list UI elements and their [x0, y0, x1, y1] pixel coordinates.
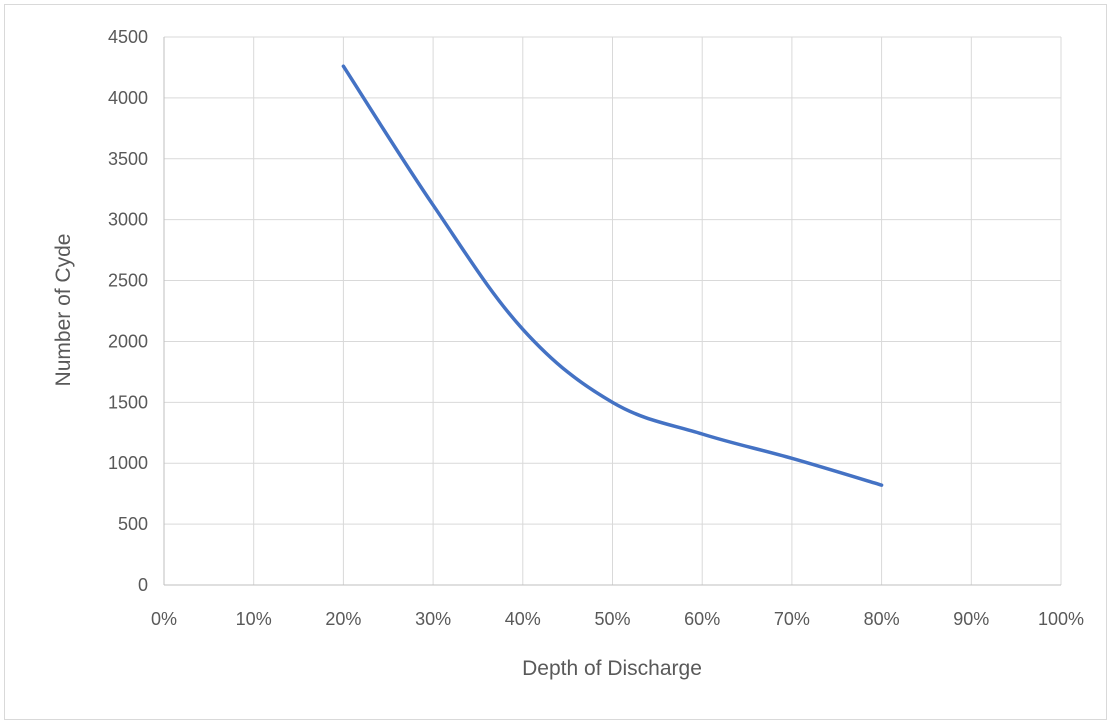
x-tick-label: 10%	[236, 609, 272, 629]
y-tick-label: 2000	[108, 331, 148, 351]
x-axis-title: Depth of Discharge	[522, 657, 702, 680]
y-tick-label: 4000	[108, 88, 148, 108]
y-tick-label: 1000	[108, 453, 148, 473]
series-line	[341, 64, 884, 487]
y-tick-label: 500	[118, 514, 148, 534]
x-tick-label: 60%	[684, 609, 720, 629]
y-tick-label: 3500	[108, 149, 148, 169]
x-tick-label: 70%	[774, 609, 810, 629]
x-tick-label: 50%	[594, 609, 630, 629]
y-tick-label: 0	[138, 575, 148, 595]
x-tick-label: 100%	[1038, 609, 1084, 629]
axes	[163, 37, 1061, 586]
series-layer	[341, 64, 884, 487]
y-tick-label: 1500	[108, 392, 148, 412]
x-tick-label: 40%	[505, 609, 541, 629]
x-tick-label: 90%	[953, 609, 989, 629]
tick-labels: 0 500 1000 1500 2000 2500 3000 3500 4000 4500 0% 10…	[108, 27, 1084, 629]
y-tick-label: 3000	[108, 210, 148, 230]
y-tick-label: 4500	[108, 27, 148, 47]
x-tick-label: 20%	[325, 609, 361, 629]
y-tick-label: 2500	[108, 271, 148, 291]
y-axis-title: Number of Cyde	[52, 234, 75, 387]
x-tick-label: 30%	[415, 609, 451, 629]
x-tick-label: 80%	[864, 609, 900, 629]
gridlines	[164, 36, 1062, 585]
x-tick-label: 0%	[151, 609, 177, 629]
